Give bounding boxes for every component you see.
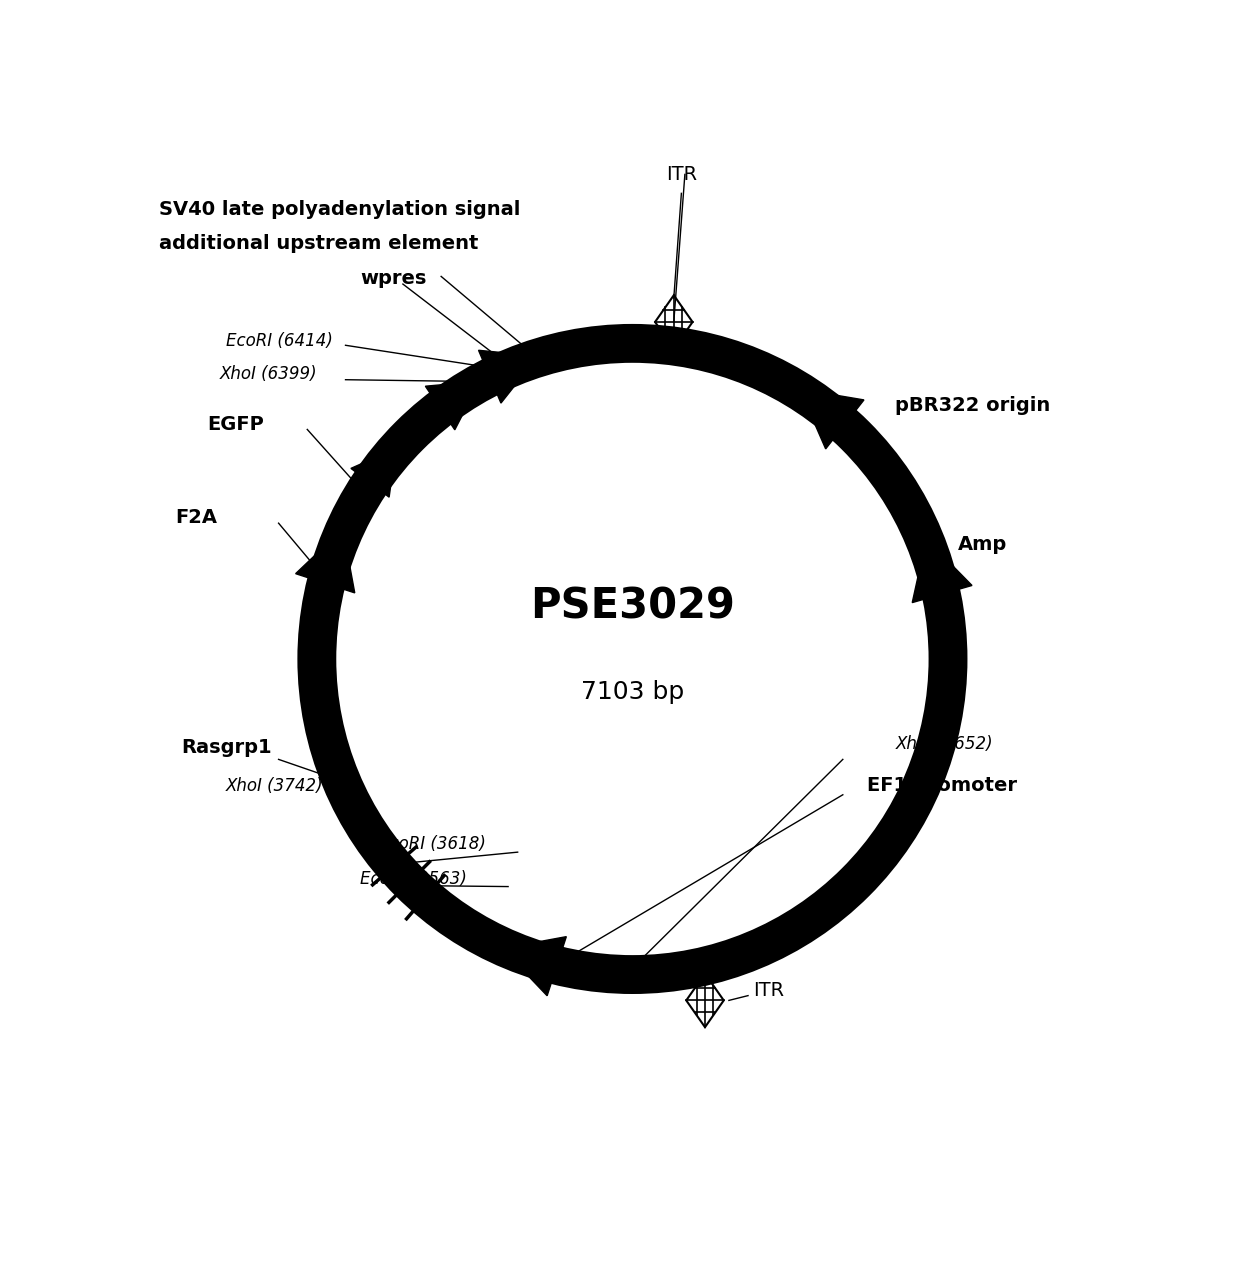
Text: XhoI (6399): XhoI (6399) (220, 365, 317, 383)
Text: 7103 bp: 7103 bp (581, 680, 684, 704)
Text: EGFP: EGFP (207, 416, 264, 435)
Text: EcoRI (3563): EcoRI (3563) (360, 870, 466, 888)
Text: Amp: Amp (958, 535, 1007, 554)
Text: EcoRI (6414): EcoRI (6414) (226, 332, 333, 350)
Polygon shape (479, 350, 538, 403)
Text: ITR: ITR (753, 982, 784, 1001)
Text: EF1 promoter: EF1 promoter (866, 775, 1017, 794)
Text: Rasgrp1: Rasgrp1 (181, 739, 271, 758)
Text: F2A: F2A (175, 508, 217, 527)
Text: additional upstream element: additional upstream element (159, 233, 479, 252)
Polygon shape (426, 381, 480, 430)
Polygon shape (350, 449, 396, 497)
Polygon shape (800, 389, 864, 449)
Text: pBR322 origin: pBR322 origin (896, 397, 1050, 416)
Text: wpres: wpres (360, 269, 426, 288)
Polygon shape (912, 538, 972, 603)
Text: PSE3029: PSE3029 (529, 585, 735, 627)
Text: EcoRI (3618): EcoRI (3618) (379, 835, 486, 853)
Text: XhoI (3742): XhoI (3742) (226, 777, 323, 794)
Text: ITR: ITR (666, 165, 697, 184)
Polygon shape (296, 528, 354, 593)
Text: XhoI (2652): XhoI (2652) (896, 735, 993, 753)
Text: SV40 late polyadenylation signal: SV40 late polyadenylation signal (159, 200, 521, 219)
Polygon shape (502, 936, 566, 996)
